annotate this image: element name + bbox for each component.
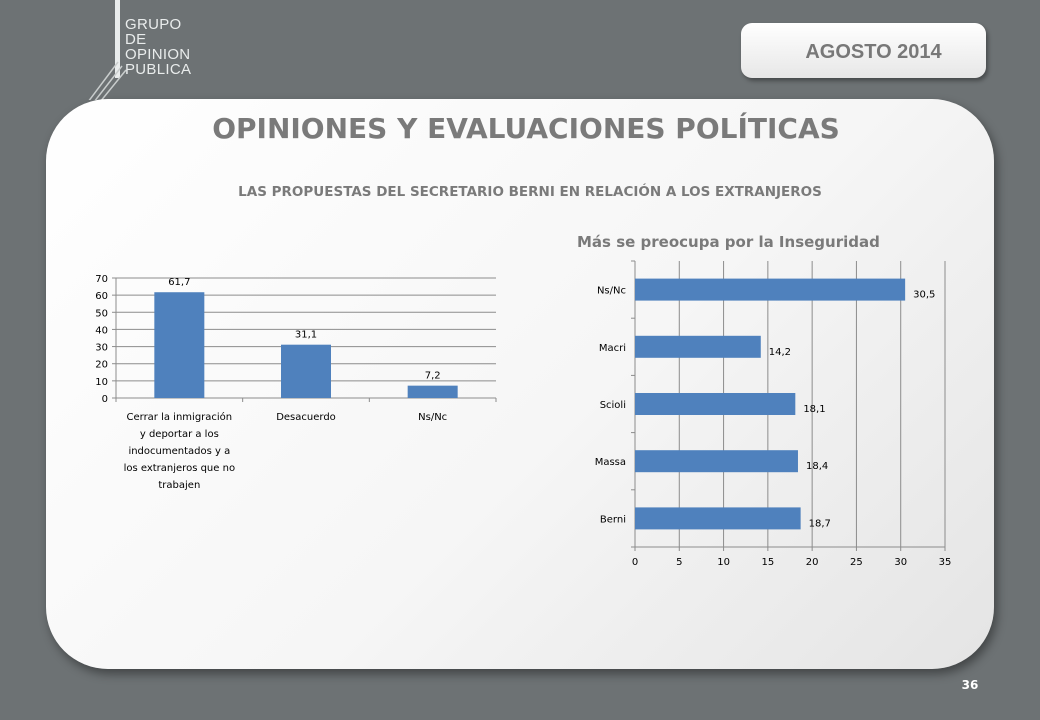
page-number: 36 (961, 678, 979, 692)
x-tick-label: 25 (850, 557, 863, 568)
data-label: 30,5 (913, 290, 935, 301)
category-label-line: trabajen (158, 480, 200, 491)
category-label-line: Ns/Nc (418, 412, 447, 423)
category-label: Berni (600, 514, 626, 525)
y-tick-label: 30 (95, 343, 108, 354)
page-subtitle: LAS PROPUESTAS DEL SECRETARIO BERNI EN R… (238, 184, 822, 200)
date-badge: AGOSTO 2014 (741, 23, 986, 78)
data-label: 14,2 (769, 347, 791, 358)
y-tick-label: 0 (102, 394, 108, 405)
x-tick-label: 5 (676, 557, 682, 568)
x-tick-label: 35 (939, 557, 952, 568)
bar (407, 385, 458, 398)
bar (635, 393, 796, 415)
bar (635, 450, 798, 473)
y-tick-label: 50 (95, 308, 108, 319)
logo-stroke (100, 69, 127, 100)
date-text: AGOSTO 2014 (805, 41, 942, 63)
category-label-line: indocumentados y a (128, 446, 230, 457)
chart-title: Más se preocupa por la Inseguridad (577, 233, 880, 251)
x-tick-label: 20 (806, 557, 819, 568)
category-label-line: y deportar a los (140, 429, 219, 440)
bar (635, 507, 801, 530)
vertical-bar-chart: 0 10 20 30 40 50 60 70 61,7 Cerrar la inmigración… (95, 274, 497, 491)
y-tick-label: 70 (95, 274, 108, 285)
logo-line: DE (125, 31, 147, 48)
page-title: OPINIONES Y EVALUACIONES POLÍTICAS (212, 112, 840, 145)
logo-stroke (94, 65, 123, 100)
logo-line: OPINION (125, 46, 191, 63)
logo (88, 0, 127, 100)
logo-line: GRUPO (125, 16, 182, 33)
x-tick-label: 10 (717, 557, 730, 568)
category-label-line: Desacuerdo (276, 412, 336, 423)
y-tick-label: 40 (95, 325, 108, 336)
x-tick-label: 15 (761, 557, 774, 568)
bar (635, 278, 906, 301)
category-label: Scioli (600, 400, 626, 411)
x-tick-label: 30 (894, 557, 907, 568)
y-tick-label: 60 (95, 291, 108, 302)
y-tick-label: 20 (95, 360, 108, 371)
x-tick-label: 0 (632, 557, 638, 568)
bar (635, 335, 761, 358)
data-label: 18,4 (806, 461, 828, 472)
logo-bar (115, 0, 120, 78)
bar (154, 292, 205, 398)
category-label: Cerrar la inmigración y deportar a los ind… (124, 411, 235, 491)
category-label: Massa (595, 457, 626, 468)
horizontal-bar-chart: 0 5 10 15 20 25 30 35 30,5 Ns/Nc 14,2 Macri 18,1 Scio… (595, 260, 952, 568)
category-label-line: Cerrar la inmigración (127, 411, 233, 423)
category-label: Macri (599, 343, 626, 354)
data-label: 18,1 (803, 404, 825, 415)
category-label-line: los extranjeros que no (124, 463, 235, 474)
data-label: 61,7 (168, 277, 190, 288)
category-label: Ns/Nc (418, 412, 447, 423)
logo-stroke (88, 61, 119, 100)
logo-text: GRUPO DE OPINION PUBLICA (125, 17, 191, 77)
data-label: 31,1 (295, 330, 317, 341)
logo-line: PUBLICA (125, 61, 192, 78)
data-label: 18,7 (809, 518, 831, 529)
category-label: Desacuerdo (276, 412, 336, 423)
bar (281, 344, 331, 398)
category-label: Ns/Nc (597, 286, 626, 297)
y-tick-label: 10 (95, 377, 108, 388)
data-label: 7,2 (425, 371, 441, 382)
